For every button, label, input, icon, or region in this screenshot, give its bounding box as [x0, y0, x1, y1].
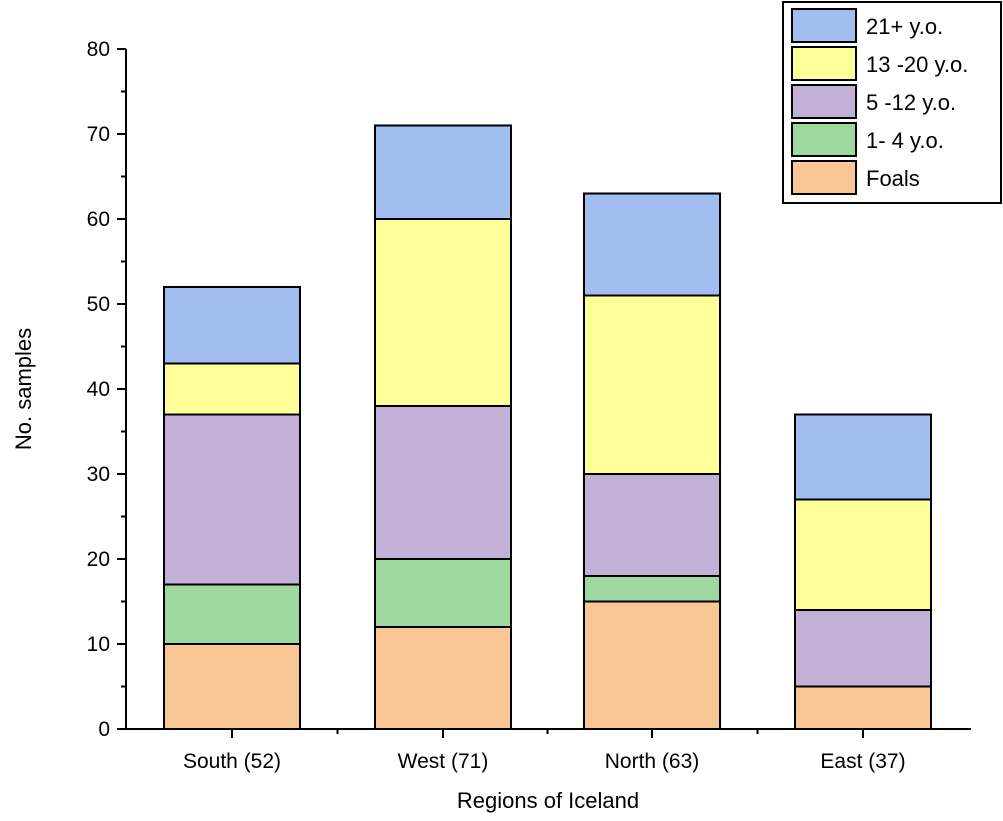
bar-segment — [374, 626, 512, 730]
y-tick-label: 70 — [87, 123, 110, 146]
bar-segment — [583, 473, 721, 577]
bar-segment — [794, 498, 932, 611]
x-tick-label: East (37) — [820, 750, 905, 773]
x-tick-label: South (52) — [183, 750, 281, 773]
legend-label: 13 -20 y.o. — [866, 52, 968, 77]
x-tick-label: West (71) — [398, 750, 489, 773]
legend-swatch — [791, 160, 857, 195]
bar-segment — [374, 558, 512, 628]
legend-label: Foals — [866, 166, 920, 191]
y-tick-label: 60 — [87, 208, 110, 231]
x-tick-label: North (63) — [605, 750, 700, 773]
y-tick-label: 10 — [87, 633, 110, 656]
bar-segment — [794, 609, 932, 688]
legend: 21+ y.o. 13 -20 y.o. 5 -12 y.o. 1- 4 y.o. Fo… — [782, 1, 1002, 204]
y-tick-label: 0 — [98, 718, 110, 741]
legend-swatch — [791, 8, 857, 43]
legend-swatch — [791, 84, 857, 119]
bar-segment — [163, 583, 301, 645]
bar-segment — [374, 124, 512, 220]
legend-label: 5 -12 y.o. — [866, 90, 956, 115]
bar-segment — [583, 575, 721, 603]
bar-segment — [163, 413, 301, 586]
bar-segment — [163, 286, 301, 365]
legend-label: 1- 4 y.o. — [866, 128, 944, 153]
axes-group: 0 10 20 30 40 50 60 70 80 South (52) West (71) Nor… — [87, 38, 971, 773]
bar-segment — [583, 294, 721, 475]
y-tick-label: 80 — [87, 38, 110, 61]
bars-group — [163, 124, 932, 730]
legend-label: 21+ y.o. — [866, 14, 943, 39]
y-tick-label: 30 — [87, 463, 110, 486]
bar-segment — [794, 685, 932, 730]
bar-segment — [163, 643, 301, 730]
bar-segment — [163, 362, 301, 416]
x-axis-title: Regions of Iceland — [457, 788, 639, 813]
legend-swatch — [791, 46, 857, 81]
y-tick-label: 20 — [87, 548, 110, 571]
y-tick-label: 40 — [87, 378, 110, 401]
y-axis-title: No. samples — [11, 328, 36, 450]
bar-segment — [583, 600, 721, 730]
y-ticks: 0 10 20 30 40 50 60 70 80 — [87, 38, 126, 741]
bar-segment — [374, 218, 512, 407]
bar-segment — [583, 192, 721, 297]
legend-swatch — [791, 122, 857, 157]
y-tick-label: 50 — [87, 293, 110, 316]
bar-segment — [374, 405, 512, 560]
bar-segment — [794, 413, 932, 501]
x-ticks: South (52) West (71) North (63) East (37) — [183, 729, 906, 773]
